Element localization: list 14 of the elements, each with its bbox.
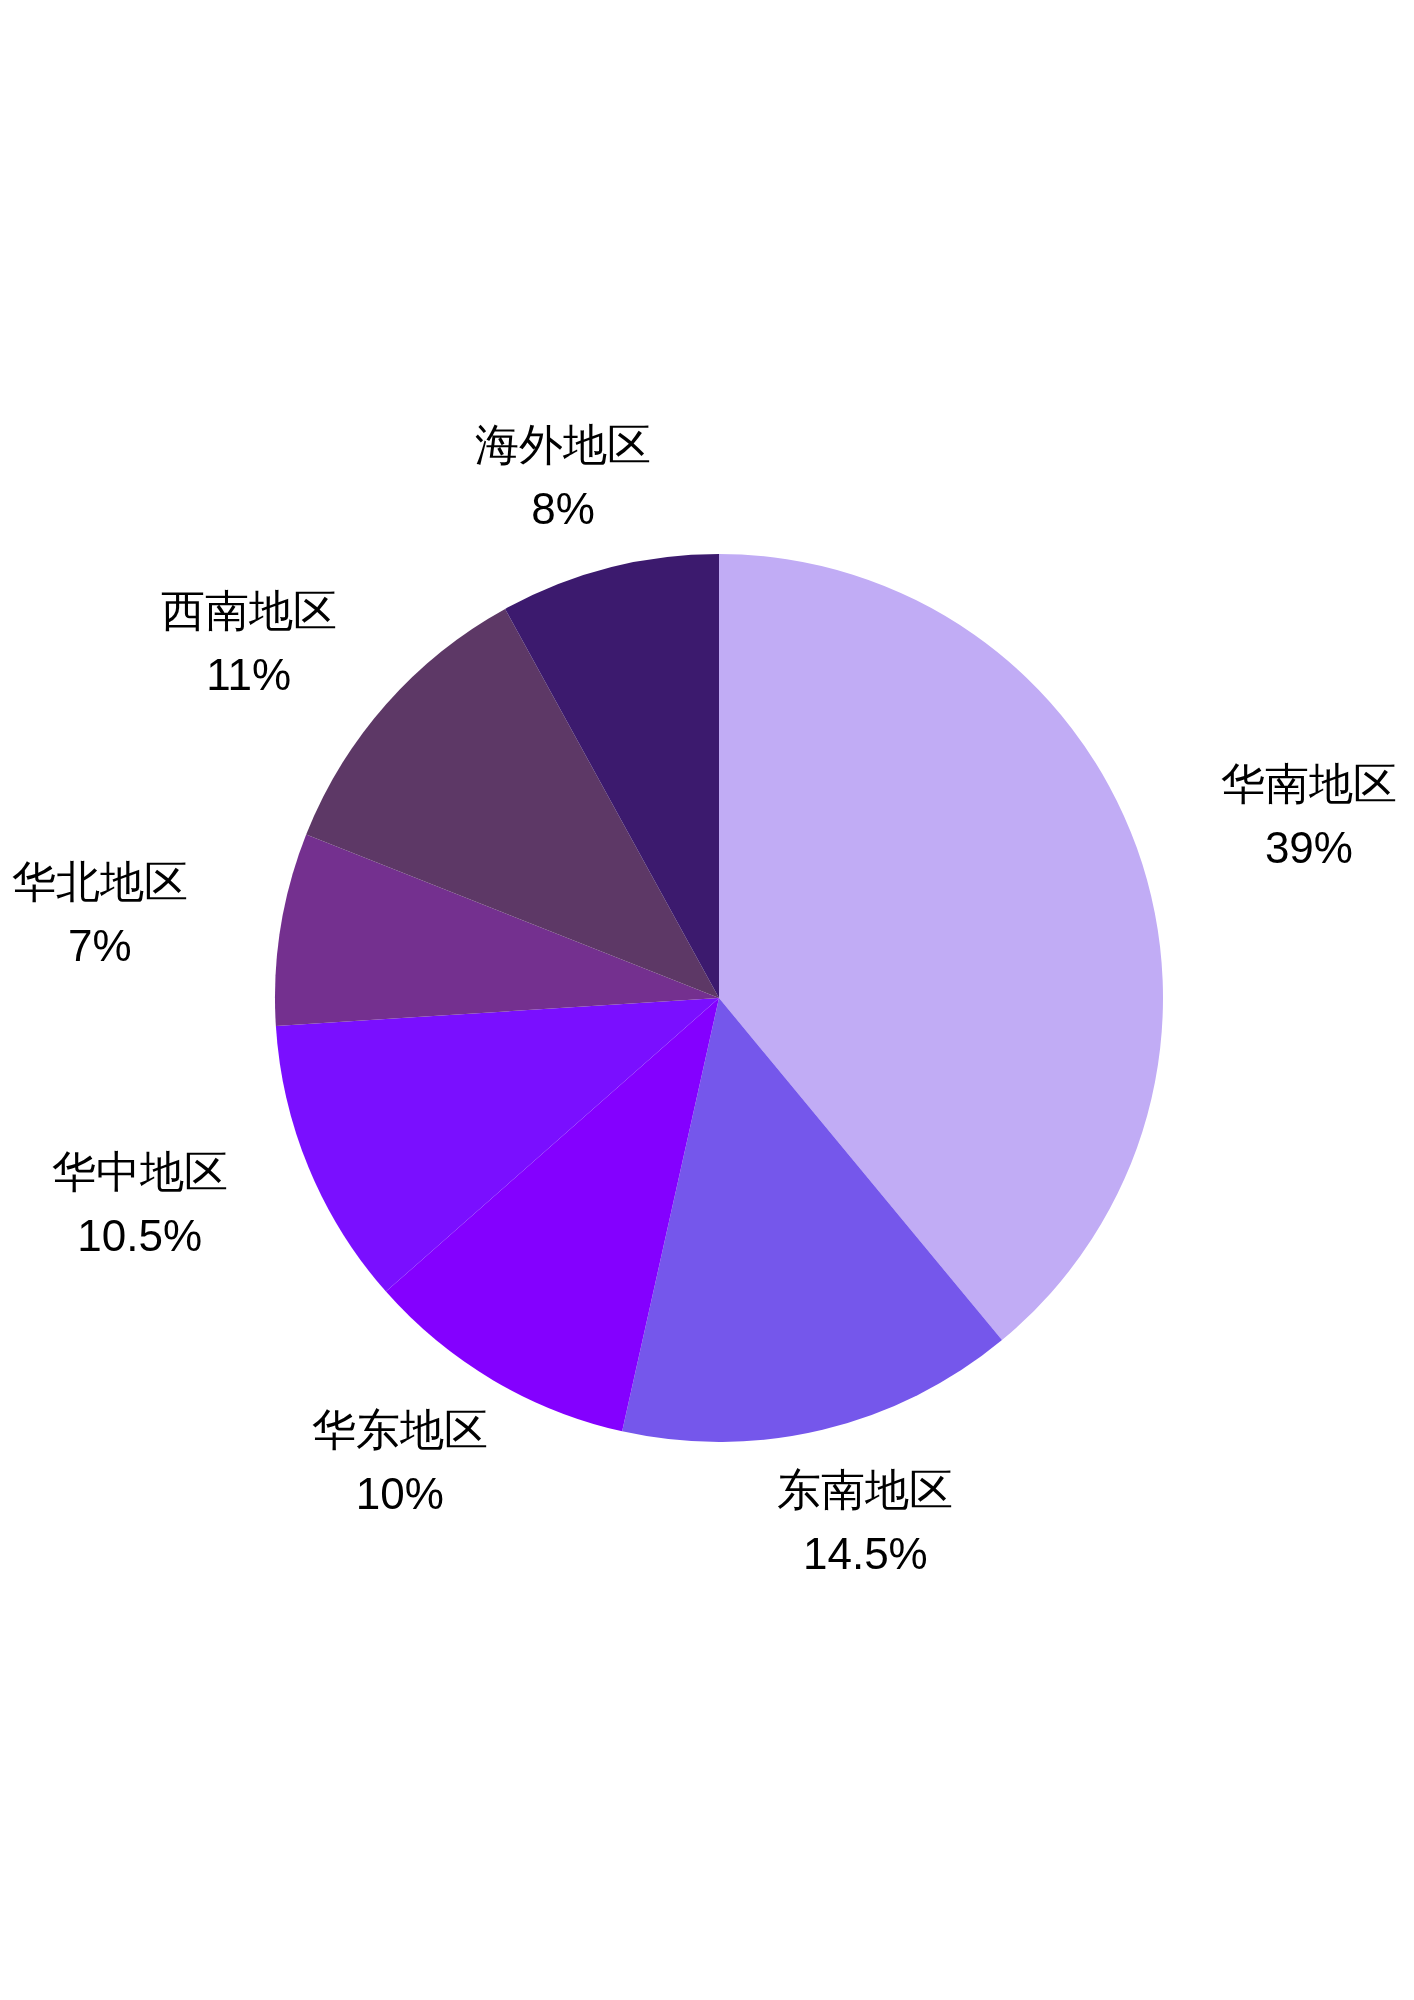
data-label: 10% — [355, 1468, 444, 1518]
slice-label: 海外地区 — [475, 420, 652, 470]
slice-label: 华东地区 — [311, 1404, 488, 1454]
data-label: 39% — [1264, 823, 1353, 873]
data-label: 10.5% — [77, 1211, 203, 1261]
data-label: 8% — [531, 484, 595, 534]
slice-label: 华南地区 — [1220, 759, 1397, 809]
data-label: 14.5% — [802, 1528, 928, 1578]
slice-label: 东南地区 — [777, 1464, 954, 1514]
slice-label: 华北地区 — [11, 857, 188, 907]
data-label: 7% — [67, 921, 132, 971]
slice-label: 西南地区 — [160, 585, 337, 635]
slice-label: 华中地区 — [51, 1147, 228, 1197]
data-label: 11% — [206, 649, 292, 699]
